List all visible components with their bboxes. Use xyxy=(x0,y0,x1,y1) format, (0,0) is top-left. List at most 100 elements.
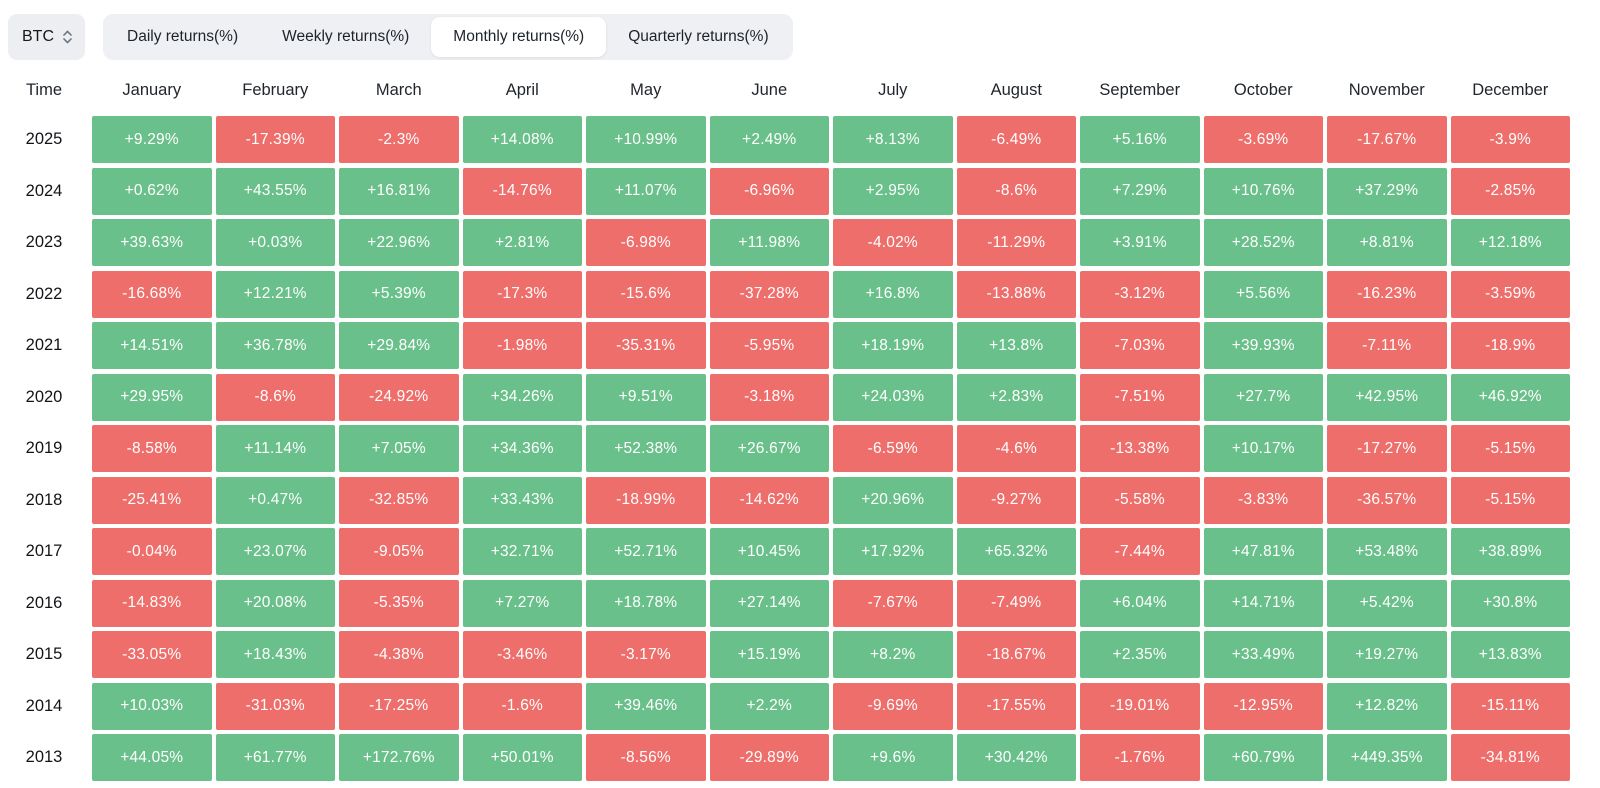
return-cell: -9.69% xyxy=(833,682,953,730)
return-cell: -4.6% xyxy=(956,425,1076,472)
return-cell: -0.04% xyxy=(92,528,212,575)
return-cell: -8.56% xyxy=(586,734,706,781)
return-cell: +5.42% xyxy=(1327,579,1447,627)
return-cell: +27.7% xyxy=(1203,373,1323,421)
return-cell: -5.58% xyxy=(1080,476,1200,524)
return-cell: +44.05% xyxy=(92,734,212,781)
return-cell: -6.98% xyxy=(586,219,706,266)
year-label: 2021 xyxy=(25,336,63,354)
return-cell: +10.45% xyxy=(709,528,829,575)
return-cell: -14.76% xyxy=(462,167,582,215)
return-cell: +5.56% xyxy=(1203,270,1323,318)
return-cell: +24.03% xyxy=(833,373,953,421)
return-cell: -5.15% xyxy=(1450,476,1570,524)
return-cell: -7.03% xyxy=(1080,322,1200,369)
return-cell: -18.9% xyxy=(1450,322,1570,369)
return-cell: +9.51% xyxy=(586,373,706,421)
tab-daily[interactable]: Daily returns(%) xyxy=(127,28,239,45)
return-cell: -3.9% xyxy=(1450,116,1570,163)
return-cell: -3.17% xyxy=(586,631,706,678)
tab-quarterly[interactable]: Quarterly returns(%) xyxy=(628,28,769,45)
return-cell: +7.27% xyxy=(462,579,582,627)
returns-period-tabs: Daily returns(%) Weekly returns(%) Monthly… xyxy=(103,14,793,60)
return-cell: -9.05% xyxy=(339,528,459,575)
table-row: 2015 -33.05% +18.43% -4.38% -3.46% -3.17% +15.… xyxy=(0,631,1570,678)
year-label: 2017 xyxy=(25,542,63,560)
return-cell: -8.6% xyxy=(956,167,1076,215)
return-cell: +9.29% xyxy=(92,116,212,163)
table-row: 2025 +9.29% -17.39% -2.3% +14.08% +10.99% +2.4… xyxy=(0,116,1570,163)
return-cell: -31.03% xyxy=(215,682,335,730)
return-cell: -4.02% xyxy=(833,219,953,266)
return-cell: -29.89% xyxy=(709,734,829,781)
year-label: 2018 xyxy=(25,490,63,509)
return-cell: +26.67% xyxy=(709,425,829,472)
tab-weekly[interactable]: Weekly returns(%) xyxy=(282,28,410,45)
return-cell: +11.98% xyxy=(709,219,829,266)
return-cell: +53.48% xyxy=(1327,528,1447,575)
return-cell: -3.18% xyxy=(709,373,829,421)
return-cell: -5.15% xyxy=(1450,425,1570,472)
return-cell: +2.35% xyxy=(1080,631,1200,678)
return-cell: +32.71% xyxy=(462,528,582,575)
return-cell: -7.67% xyxy=(833,579,953,627)
return-cell: -3.12% xyxy=(1080,270,1200,318)
return-cell: -1.98% xyxy=(462,322,582,369)
return-cell: +0.03% xyxy=(215,219,335,266)
asset-select[interactable]: BTC xyxy=(8,14,85,60)
return-cell: +18.43% xyxy=(215,631,335,678)
asset-select-value: BTC xyxy=(22,28,54,45)
return-cell: +39.63% xyxy=(92,219,212,266)
return-cell: -2.3% xyxy=(339,116,459,163)
return-cell: +39.46% xyxy=(586,682,706,730)
return-cell: -3.69% xyxy=(1203,116,1323,163)
return-cell: +29.95% xyxy=(92,373,212,421)
table-row: 2016 -14.83% +20.08% -5.35% +7.27% +18.78% +27… xyxy=(0,579,1570,627)
tab-monthly[interactable]: Monthly returns(%) xyxy=(431,17,607,57)
return-cell: +61.77% xyxy=(215,734,335,781)
return-cell: +10.03% xyxy=(92,682,212,730)
column-header-july: July xyxy=(878,80,908,99)
return-cell: +2.95% xyxy=(833,167,953,215)
return-cell: -9.27% xyxy=(956,476,1076,524)
return-cell: +65.32% xyxy=(956,528,1076,575)
return-cell: +8.81% xyxy=(1327,219,1447,266)
return-cell: +10.99% xyxy=(586,116,706,163)
return-cell: -17.39% xyxy=(215,116,335,163)
column-header-time: Time xyxy=(25,80,63,99)
return-cell: -18.99% xyxy=(586,476,706,524)
return-cell: -14.83% xyxy=(92,579,212,627)
return-cell: -7.44% xyxy=(1080,528,1200,575)
return-cell: +47.81% xyxy=(1203,528,1323,575)
return-cell: -5.95% xyxy=(709,322,829,369)
return-cell: +33.43% xyxy=(462,476,582,524)
return-cell: -34.81% xyxy=(1450,734,1570,781)
return-cell: +12.18% xyxy=(1450,219,1570,266)
return-cell: +36.78% xyxy=(215,322,335,369)
return-cell: +19.27% xyxy=(1327,631,1447,678)
toolbar: BTC Daily returns(%) Weekly returns(%) Mon… xyxy=(8,14,1600,60)
return-cell: +2.49% xyxy=(709,116,829,163)
return-cell: +17.92% xyxy=(833,528,953,575)
year-label: 2020 xyxy=(25,387,63,406)
column-header-june: June xyxy=(751,80,788,99)
return-cell: -16.68% xyxy=(92,270,212,318)
table-row: 2022 -16.68% +12.21% +5.39% -17.3% -15.6% -37.… xyxy=(0,270,1570,318)
return-cell: +16.81% xyxy=(339,167,459,215)
return-cell: -8.58% xyxy=(92,425,212,472)
return-cell: +5.39% xyxy=(339,270,459,318)
return-cell: -15.11% xyxy=(1450,682,1570,730)
return-cell: +9.6% xyxy=(833,734,953,781)
select-updown-icon xyxy=(62,29,73,45)
return-cell: +13.8% xyxy=(956,322,1076,369)
return-cell: -2.85% xyxy=(1450,167,1570,215)
year-label: 2015 xyxy=(25,645,63,663)
return-cell: +10.17% xyxy=(1203,425,1323,472)
table-row: 2017 -0.04% +23.07% -9.05% +32.71% +52.71% +10… xyxy=(0,528,1570,575)
return-cell: +43.55% xyxy=(215,167,335,215)
table-row: 2021 +14.51% +36.78% +29.84% -1.98% -35.31% -5… xyxy=(0,322,1570,369)
return-cell: -17.27% xyxy=(1327,425,1447,472)
return-cell: +11.07% xyxy=(586,167,706,215)
return-cell: +12.82% xyxy=(1327,682,1447,730)
